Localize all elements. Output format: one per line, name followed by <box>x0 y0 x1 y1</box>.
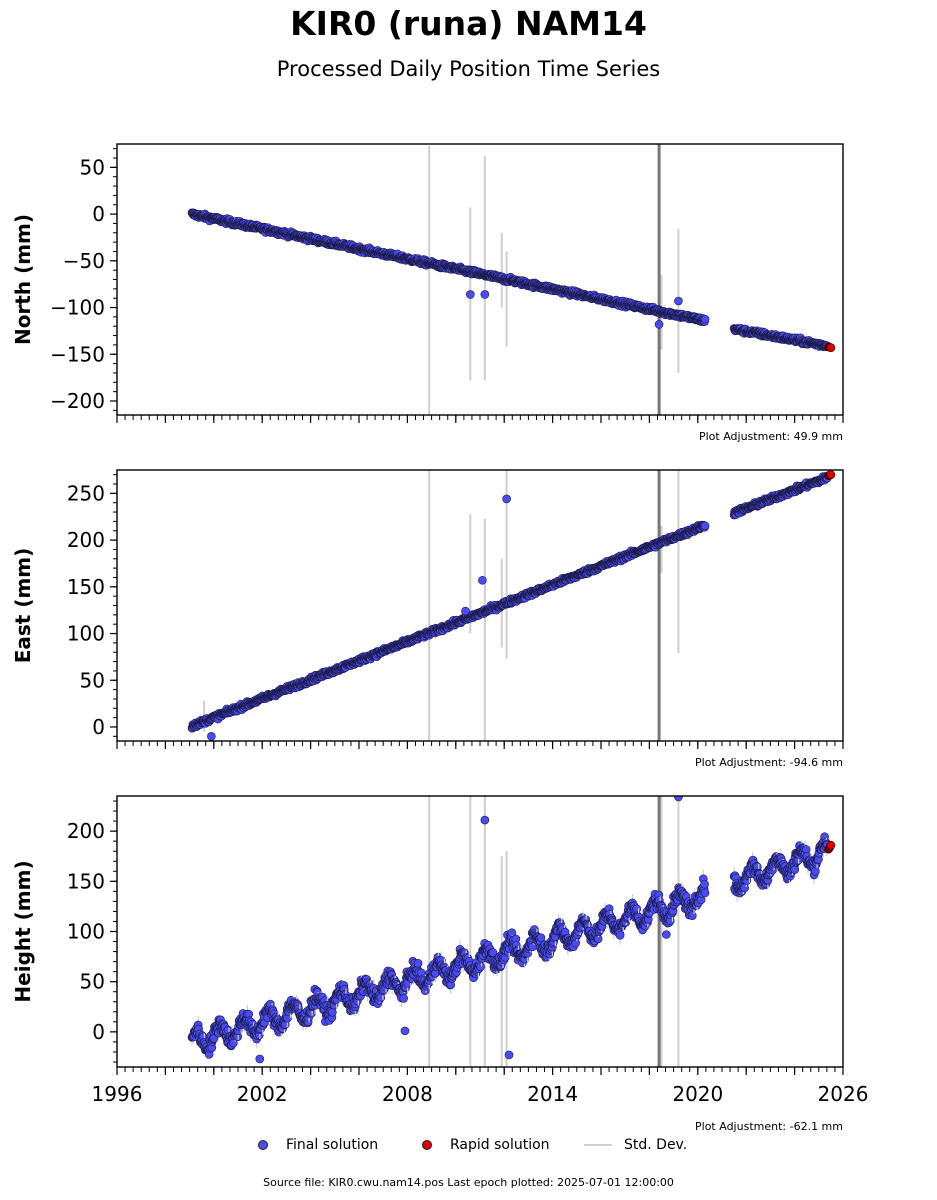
y-tick-label: 50 <box>80 668 105 692</box>
y-tick-label: −100 <box>50 296 105 320</box>
y-tick-label: 150 <box>67 575 105 599</box>
y-tick-label: 0 <box>92 202 105 226</box>
legend-rapid: Rapid solution <box>422 1137 550 1153</box>
final-point <box>615 931 625 940</box>
plot-area <box>187 796 836 1067</box>
y-tick-label: −200 <box>50 389 105 413</box>
panel-east: 250 200 150 100 50 0 East (mm) Plot Adjustment:… <box>11 469 844 769</box>
final-point <box>488 948 498 957</box>
y-tick-label: 50 <box>80 155 105 179</box>
plot-area <box>187 470 836 741</box>
legend: Final solution Rapid solution Std. Dev. <box>0 1137 937 1159</box>
final-point <box>328 1007 337 1017</box>
final-point <box>476 962 485 972</box>
legend-stddev: Std. Dev. <box>584 1137 687 1153</box>
y-tick-label: 0 <box>92 715 105 739</box>
legend-rapid-marker <box>422 1140 432 1150</box>
final-point <box>466 290 475 299</box>
final-point <box>480 815 490 825</box>
legend-stddev-label: Std. Dev. <box>624 1137 688 1153</box>
final-point <box>790 865 800 874</box>
panel-height: 200 150 100 50 0 1996 2002 2008 2014 2020 2026 Heig… <box>11 795 869 1133</box>
x-tick-label: 1996 <box>92 1082 143 1106</box>
legend-final-label: Final solution <box>286 1137 379 1153</box>
final-point <box>687 911 697 920</box>
final-point <box>740 883 749 893</box>
rapid-point <box>826 343 836 353</box>
y-tick-label: 250 <box>67 481 105 505</box>
plot-adjustment-label: Plot Adjustment: -94.6 mm <box>695 756 843 769</box>
y-axis-label: East (mm) <box>11 548 35 664</box>
y-tick-label: −150 <box>50 342 105 366</box>
final-point <box>674 796 683 802</box>
y-axis-label: North (mm) <box>11 214 35 345</box>
final-point <box>480 290 490 299</box>
chart-title: KIR0 (runa) NAM14 <box>290 4 647 43</box>
x-tick-label: 2026 <box>818 1082 869 1106</box>
plot-adjustment-label: Plot Adjustment: -62.1 mm <box>695 1120 843 1133</box>
final-point <box>674 296 683 306</box>
final-point <box>255 1054 265 1064</box>
x-tick-label: 2002 <box>237 1082 288 1106</box>
y-tick-label: 200 <box>67 528 105 552</box>
final-point <box>504 1050 514 1060</box>
y-tick-label: 200 <box>67 819 105 843</box>
x-tick-label: 2014 <box>527 1082 578 1106</box>
source-footer: Source file: KIR0.cwu.nam14.pos Last epo… <box>263 1176 674 1189</box>
legend-final-marker <box>258 1140 268 1150</box>
y-tick-label: 50 <box>80 970 105 994</box>
chart-subtitle: Processed Daily Position Time Series <box>276 57 661 81</box>
legend-rapid-label: Rapid solution <box>450 1137 550 1153</box>
final-point <box>400 1026 410 1036</box>
y-tick-label: −50 <box>63 249 105 273</box>
plot-area <box>187 144 836 415</box>
final-point <box>536 933 546 942</box>
final-point <box>654 320 664 329</box>
y-tick-label: 150 <box>67 869 105 893</box>
final-point <box>502 494 511 504</box>
x-tick-label: 2008 <box>382 1082 433 1106</box>
final-point <box>413 958 423 968</box>
final-point <box>700 314 710 324</box>
legend-stddev-line <box>584 1144 612 1146</box>
final-point <box>662 930 671 939</box>
x-tick-label: 2020 <box>672 1082 723 1106</box>
final-point <box>700 879 709 889</box>
rapid-point <box>826 840 836 850</box>
final-point <box>399 994 408 1003</box>
final-point <box>700 521 710 531</box>
panel-north: 50 0 −50 −100 −150 −200 North (mm) Plot Adjustm… <box>11 143 844 443</box>
y-tick-label: 0 <box>92 1020 105 1044</box>
y-tick-label: 100 <box>67 622 105 646</box>
axes-frame <box>116 143 844 416</box>
rapid-point <box>826 470 836 479</box>
final-point <box>478 575 487 585</box>
legend-final: Final solution <box>258 1137 378 1153</box>
plot-adjustment-label: Plot Adjustment: 49.9 mm <box>699 430 843 443</box>
y-axis-label: Height (mm) <box>11 860 35 1002</box>
final-point <box>700 888 710 898</box>
final-point <box>461 606 470 616</box>
final-point <box>207 732 216 741</box>
y-tick-label: 100 <box>67 920 105 944</box>
